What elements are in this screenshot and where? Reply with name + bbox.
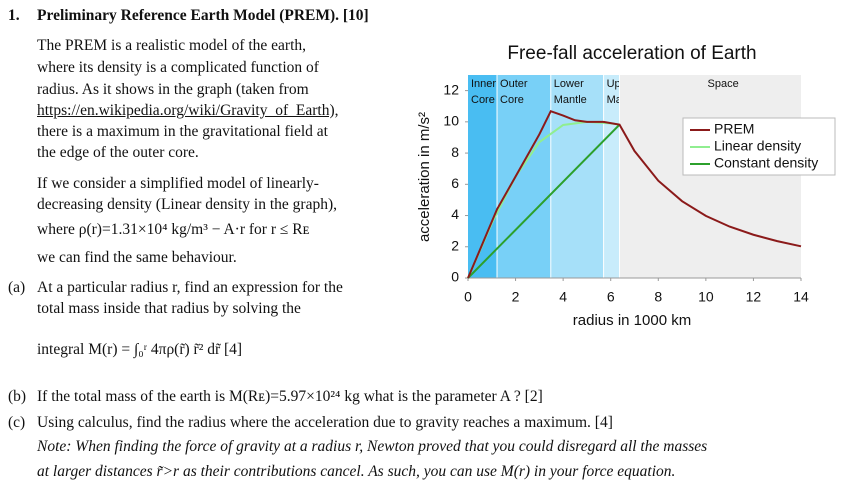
part-label: (a) xyxy=(8,279,26,296)
part-label: (c) xyxy=(8,414,26,431)
region xyxy=(550,75,604,278)
y-tick-label: 2 xyxy=(451,237,459,253)
region-label: Inner xyxy=(471,78,496,90)
region-label: Lower xyxy=(554,78,584,90)
question-number: 1. xyxy=(8,7,20,24)
x-tick-label: 4 xyxy=(559,289,567,305)
link: https://en.wikipedia.org/wiki/Gravity_of… xyxy=(37,102,339,119)
note-line: Note: When finding the force of gravity … xyxy=(37,438,708,455)
region-label: Space xyxy=(708,78,739,90)
paragraph-line: The PREM is a realistic model of the ear… xyxy=(37,37,307,54)
region-label: Core xyxy=(500,94,524,106)
region-label: Mantle xyxy=(554,94,587,106)
y-tick-label: 10 xyxy=(443,113,459,129)
y-axis-label: acceleration in m/s² xyxy=(416,112,433,242)
part-line: Using calculus, find the radius where th… xyxy=(37,414,613,431)
region xyxy=(619,75,801,278)
legend-label: PREM xyxy=(714,121,754,137)
x-tick-label: 8 xyxy=(654,289,662,305)
paragraph-line: there is a maximum in the gravitational … xyxy=(37,123,328,140)
paragraph-line: the edge of the outer core. xyxy=(37,144,199,161)
paragraph-line: where ρ(r)=1.31×10⁴ kg/m³ − A·r for r ≤ … xyxy=(37,221,310,238)
part-line: If the total mass of the earth is M(Rᴇ)=… xyxy=(37,388,543,405)
part-line: total mass inside that radius by solving… xyxy=(37,300,301,317)
paragraph-line: decreasing density (Linear density in th… xyxy=(37,196,337,213)
y-tick-label: 0 xyxy=(451,269,459,285)
x-tick-label: 6 xyxy=(607,289,615,305)
y-tick-label: 12 xyxy=(443,81,459,97)
paragraph-line: we can find the same behaviour. xyxy=(37,249,237,266)
part-label: (b) xyxy=(8,388,27,405)
part-line: integral M(r) = ∫₀ʳ 4πρ(r̃) r̃² dr̃ [4] xyxy=(37,341,243,358)
x-tick-label: 2 xyxy=(512,289,520,305)
y-tick-label: 8 xyxy=(451,144,459,160)
x-axis-label: radius in 1000 km xyxy=(573,312,691,329)
paragraph-line: If we consider a simplified model of lin… xyxy=(37,175,319,192)
line xyxy=(467,123,621,279)
x-tick-label: 14 xyxy=(793,289,809,305)
region-label: Core xyxy=(471,94,495,106)
region xyxy=(497,75,551,278)
question-title: Preliminary Reference Earth Model (PREM)… xyxy=(37,7,369,24)
y-tick-label: 6 xyxy=(451,175,459,191)
chart-title: Free-fall acceleration of Earth xyxy=(507,43,756,64)
paragraph-line: where its density is a complicated funct… xyxy=(37,59,319,76)
region xyxy=(603,75,620,278)
y-tick-label: 4 xyxy=(451,206,459,222)
x-tick-label: 0 xyxy=(464,289,472,305)
region-label: Outer xyxy=(500,78,528,90)
legend-label: Linear density xyxy=(714,138,801,154)
legend-label: Constant density xyxy=(714,155,818,171)
note-line: at larger distances r̃>r as their contri… xyxy=(37,463,676,480)
paragraph-line: radius. As it shows in the graph (taken … xyxy=(37,81,309,98)
x-tick-label: 10 xyxy=(698,289,714,305)
x-tick-label: 12 xyxy=(746,289,762,305)
part-line: At a particular radius r, find an expres… xyxy=(37,279,343,296)
line xyxy=(467,109,802,279)
